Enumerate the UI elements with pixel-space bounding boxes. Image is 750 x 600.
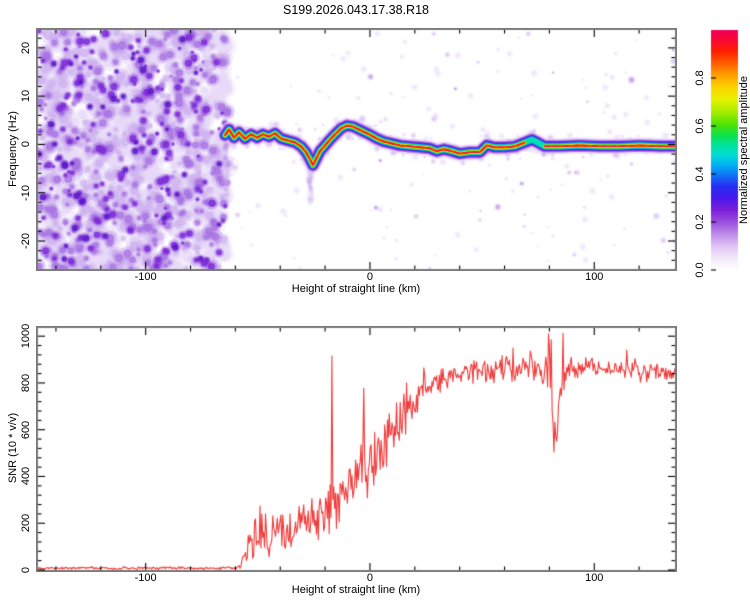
tick-label: -100	[134, 271, 157, 283]
tick-label: 600	[20, 420, 32, 439]
tick-label: 0.4	[694, 166, 706, 182]
tick-label: 200	[20, 514, 32, 533]
tick-label: 100	[585, 572, 604, 584]
snr-x-axis-title: Height of straight line (km)	[291, 584, 421, 596]
tick-label: 400	[20, 467, 32, 486]
tick-label: 0.2	[694, 214, 706, 230]
tick-label: 0	[366, 572, 374, 584]
snr-y-axis-title: SNR (10 * v/v)	[7, 412, 19, 484]
tick-label: 0.8	[694, 70, 706, 86]
tick-label: 800	[20, 373, 32, 393]
tick-label: 20	[20, 41, 32, 54]
tick-label: 1000	[20, 323, 32, 349]
spectrogram-y-axis-title: Frequency (Hz)	[7, 111, 19, 187]
tick-label: 100	[585, 271, 604, 283]
tick-label: 0.6	[694, 118, 706, 134]
colorbar-canvas	[709, 28, 739, 272]
snr-line-canvas	[36, 326, 677, 572]
tick-label: 0	[366, 271, 374, 283]
spectrogram-x-axis-title: Height of straight line (km)	[291, 283, 421, 295]
figure-title: S199.2026.043.17.38.R18	[283, 3, 429, 17]
tick-label: -10	[20, 184, 32, 201]
tick-label: 10	[20, 90, 32, 103]
tick-label: -100	[134, 572, 157, 584]
spectrogram-canvas	[36, 28, 677, 271]
tick-label: 0	[20, 141, 32, 148]
tick-label: 0.0	[694, 262, 706, 278]
tick-label: 0	[20, 566, 32, 574]
colorbar-title: Normalized spectral amplitude	[738, 76, 750, 224]
tick-label: -20	[20, 233, 32, 249]
